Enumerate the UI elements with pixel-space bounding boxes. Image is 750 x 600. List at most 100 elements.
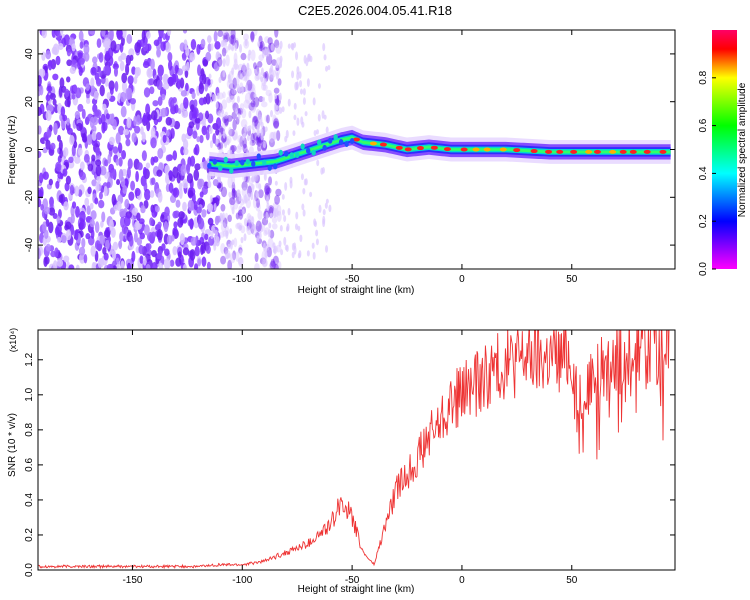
heatmap-peak-cell bbox=[460, 147, 468, 152]
heatmap-noise-cell bbox=[83, 153, 90, 163]
heatmap-noise-cell bbox=[110, 227, 116, 238]
heatmap-noise-cell bbox=[106, 181, 111, 189]
heatmap-noise-cell bbox=[191, 91, 196, 100]
heatmap-noise-cell bbox=[197, 64, 202, 77]
heatmap-noise-cell bbox=[266, 246, 272, 258]
heatmap-noise-cell bbox=[38, 75, 42, 87]
heatmap-noise-cell bbox=[230, 144, 237, 152]
heatmap-noise-cell bbox=[189, 110, 193, 121]
heatmap-noise-cell bbox=[128, 48, 135, 57]
heatmap-noise-cell bbox=[45, 243, 51, 252]
heatmap-noise-cell bbox=[79, 210, 86, 223]
heatmap-noise-cell bbox=[222, 69, 226, 78]
heatmap-noise-cell bbox=[144, 188, 151, 201]
heatmap-noise-cell bbox=[63, 201, 69, 211]
heatmap-ridge-cell bbox=[349, 138, 355, 145]
heatmap-noise-cell bbox=[79, 41, 84, 49]
heatmap-noise-cell bbox=[240, 85, 244, 95]
heatmap-noise-cell bbox=[215, 51, 221, 62]
heatmap-noise-cell bbox=[269, 131, 275, 143]
colorbar-tick-label: 0.2 bbox=[698, 214, 709, 228]
heatmap-noise-cell bbox=[129, 54, 134, 62]
heatmap-peak-cell bbox=[570, 149, 578, 154]
colorbar-tick-label: 0.0 bbox=[698, 262, 709, 276]
heatmap-noise-cell bbox=[246, 125, 250, 132]
heatmap-peak-cell bbox=[585, 149, 593, 154]
heatmap-noise-cell bbox=[164, 248, 170, 256]
heatmap-noise-cell bbox=[156, 49, 161, 58]
heatmap-noise-cell bbox=[59, 77, 65, 89]
heatmap-noise-cell bbox=[165, 183, 170, 193]
heatmap-noise-cell bbox=[190, 155, 196, 167]
heatmap-noise-cell bbox=[121, 30, 127, 39]
heatmap-noise-cell bbox=[217, 30, 224, 37]
heatmap-ridge-cell bbox=[300, 143, 305, 150]
heatmap-noise-cell bbox=[99, 84, 105, 97]
heatmap-noise-cell bbox=[269, 260, 277, 269]
heatmap-noise-cell bbox=[165, 116, 173, 126]
heatmap-noise-cell bbox=[293, 245, 297, 255]
heatmap-noise-cell bbox=[205, 51, 212, 62]
heatmap-noise-cell bbox=[271, 223, 278, 230]
heatmap-ylabel: Frequency (Hz) bbox=[7, 116, 18, 185]
heatmap-noise-cell bbox=[226, 138, 230, 146]
heatmap-noise-cell bbox=[278, 240, 282, 247]
heatmap-noise-cell bbox=[248, 110, 252, 119]
heatmap-noise-cell bbox=[291, 251, 295, 259]
x-tick-label: 50 bbox=[566, 274, 578, 285]
heatmap-noise-cell bbox=[274, 30, 279, 38]
heatmap-noise-cell bbox=[258, 183, 262, 191]
heatmap-noise-cell bbox=[218, 142, 224, 150]
heatmap-noise-cell bbox=[249, 83, 256, 92]
heatmap-noise-cell bbox=[194, 117, 201, 124]
heatmap-noise-cell bbox=[215, 128, 220, 136]
heatmap-noise-cell bbox=[325, 126, 329, 134]
heatmap-noise-cell bbox=[175, 257, 182, 267]
heatmap-noise-cell bbox=[183, 97, 189, 109]
heatmap-noise-cell bbox=[45, 218, 50, 227]
heatmap-noise-cell bbox=[228, 191, 232, 198]
heatmap-ridge-cell bbox=[333, 134, 338, 141]
heatmap-noise-cell bbox=[143, 224, 150, 236]
heatmap-noise-cell bbox=[210, 231, 214, 240]
heatmap-noise-cell bbox=[69, 184, 75, 196]
heatmap-noise-cell bbox=[257, 110, 262, 120]
heatmap-noise-cell bbox=[272, 255, 279, 266]
heatmap-noise-cell bbox=[235, 251, 240, 262]
heatmap-noise-cell bbox=[64, 88, 70, 98]
heatmap-noise-cell bbox=[190, 39, 197, 51]
heatmap-noise-cell bbox=[306, 78, 310, 87]
heatmap-noise-cell bbox=[227, 176, 233, 189]
heatmap-noise-cell bbox=[79, 161, 85, 171]
heatmap-noise-cell bbox=[268, 222, 272, 229]
heatmap-noise-cell bbox=[263, 172, 267, 181]
heatmap-noise-cell bbox=[149, 86, 155, 95]
heatmap-noise-cell bbox=[279, 107, 283, 114]
heatmap-noise-cell bbox=[196, 136, 201, 143]
heatmap-noise-cell bbox=[294, 81, 298, 91]
heatmap-noise-cell bbox=[79, 57, 85, 65]
heatmap-noise-cell bbox=[268, 92, 273, 104]
heatmap-noise-cell bbox=[239, 73, 243, 81]
heatmap-noise-cell bbox=[215, 117, 222, 130]
heatmap-noise-cell bbox=[101, 30, 106, 37]
heatmap-noise-cell bbox=[221, 99, 228, 110]
heatmap-noise-cell bbox=[227, 259, 233, 269]
heatmap-noise-cell bbox=[182, 263, 188, 269]
heatmap-noise-cell bbox=[279, 55, 283, 63]
heatmap-noise-cell bbox=[146, 67, 153, 78]
heatmap-noise-cell bbox=[52, 98, 57, 106]
snr-xlabel: Height of straight line (km) bbox=[298, 584, 415, 595]
heatmap-noise-cell bbox=[89, 219, 95, 228]
heatmap-noise-cell bbox=[233, 52, 238, 64]
heatmap-noise-cell bbox=[172, 166, 179, 179]
heatmap-noise-cell bbox=[148, 78, 155, 86]
heatmap-noise-cell bbox=[253, 116, 258, 123]
heatmap-noise-cell bbox=[105, 113, 110, 120]
heatmap-noise-cell bbox=[269, 212, 273, 219]
heatmap-noise-cell bbox=[141, 150, 147, 162]
heatmap-noise-cell bbox=[220, 255, 227, 265]
colorbar-tick-label: 0.8 bbox=[698, 70, 709, 84]
heatmap-noise-cell bbox=[270, 64, 274, 73]
heatmap-noise-cell bbox=[204, 233, 209, 241]
